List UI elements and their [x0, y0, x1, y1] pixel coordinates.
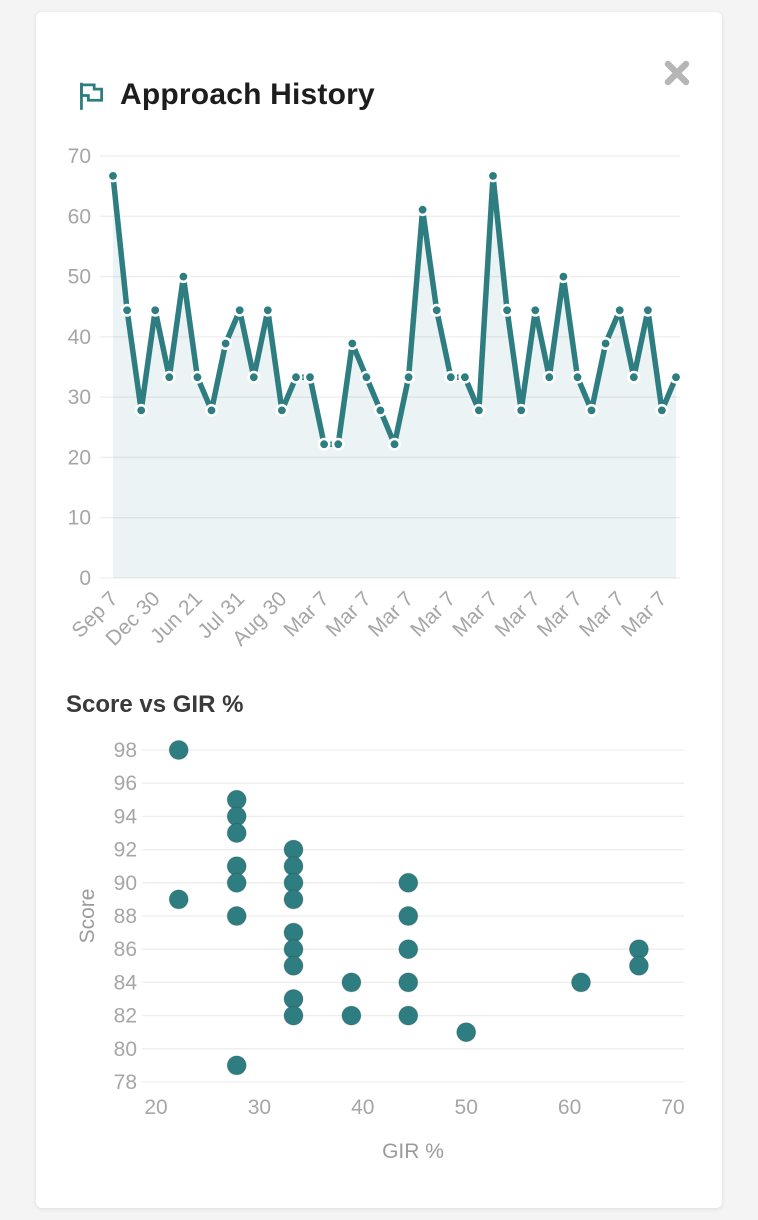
svg-text:Mar 7: Mar 7: [279, 587, 333, 641]
svg-text:90: 90: [114, 872, 137, 895]
scatter-y-axis-title: Score: [76, 889, 99, 944]
svg-text:30: 30: [68, 386, 91, 409]
svg-text:Mar 7: Mar 7: [533, 587, 587, 641]
svg-text:Mar 7: Mar 7: [575, 587, 629, 641]
modal-title: Approach History: [120, 78, 375, 111]
scatter-x-axis-title: GIR %: [382, 1140, 444, 1163]
svg-text:Mar 7: Mar 7: [617, 587, 671, 641]
svg-text:Mar 7: Mar 7: [364, 587, 418, 641]
svg-text:20: 20: [68, 446, 91, 469]
line-chart-y-ticks: 0 10 20 30 40 50 60 70: [68, 145, 91, 590]
area-fill: [113, 175, 676, 578]
svg-text:0: 0: [79, 567, 91, 590]
svg-text:78: 78: [114, 1071, 137, 1094]
svg-text:92: 92: [114, 839, 137, 862]
svg-text:70: 70: [68, 145, 91, 168]
approach-history-modal: Approach History 0 10 20 30 40 50 60 70 Sep 7 Dec…: [36, 12, 722, 1208]
svg-text:50: 50: [455, 1096, 478, 1119]
svg-text:94: 94: [114, 805, 138, 828]
scatter-title: Score vs GIR %: [66, 691, 244, 718]
svg-text:60: 60: [68, 205, 91, 228]
svg-text:50: 50: [68, 266, 91, 289]
svg-text:96: 96: [114, 772, 137, 795]
svg-text:86: 86: [114, 938, 137, 961]
svg-text:20: 20: [144, 1096, 167, 1119]
svg-text:30: 30: [248, 1096, 271, 1119]
line-chart-grid: [100, 155, 680, 579]
svg-text:40: 40: [68, 326, 91, 349]
close-button[interactable]: [658, 54, 696, 92]
svg-text:70: 70: [661, 1096, 684, 1119]
svg-text:82: 82: [114, 1005, 137, 1028]
svg-text:Mar 7: Mar 7: [491, 587, 545, 641]
svg-text:Mar 7: Mar 7: [448, 587, 502, 641]
scatter-y-ticks: 78 80 82 84 86 88 90 92 94 96 98: [114, 739, 138, 1094]
data-points: [106, 169, 683, 451]
svg-text:Mar 7: Mar 7: [322, 587, 376, 641]
svg-text:98: 98: [114, 739, 137, 762]
svg-text:10: 10: [68, 507, 91, 530]
flag-icon: [74, 78, 108, 114]
svg-text:84: 84: [114, 971, 138, 994]
svg-text:88: 88: [114, 905, 137, 928]
svg-text:Mar 7: Mar 7: [406, 587, 460, 641]
close-icon: [662, 60, 692, 91]
svg-text:60: 60: [558, 1096, 581, 1119]
score-vs-gir-chart: 78 80 82 84 86 88 90 92 94 96 98 20 30 40 50 60 70 Score G…: [76, 739, 685, 1163]
svg-text:40: 40: [351, 1096, 374, 1119]
scatter-points: [168, 740, 649, 1076]
svg-text:80: 80: [114, 1038, 137, 1061]
scatter-x-ticks: 20 30 40 50 60 70: [144, 1096, 684, 1119]
